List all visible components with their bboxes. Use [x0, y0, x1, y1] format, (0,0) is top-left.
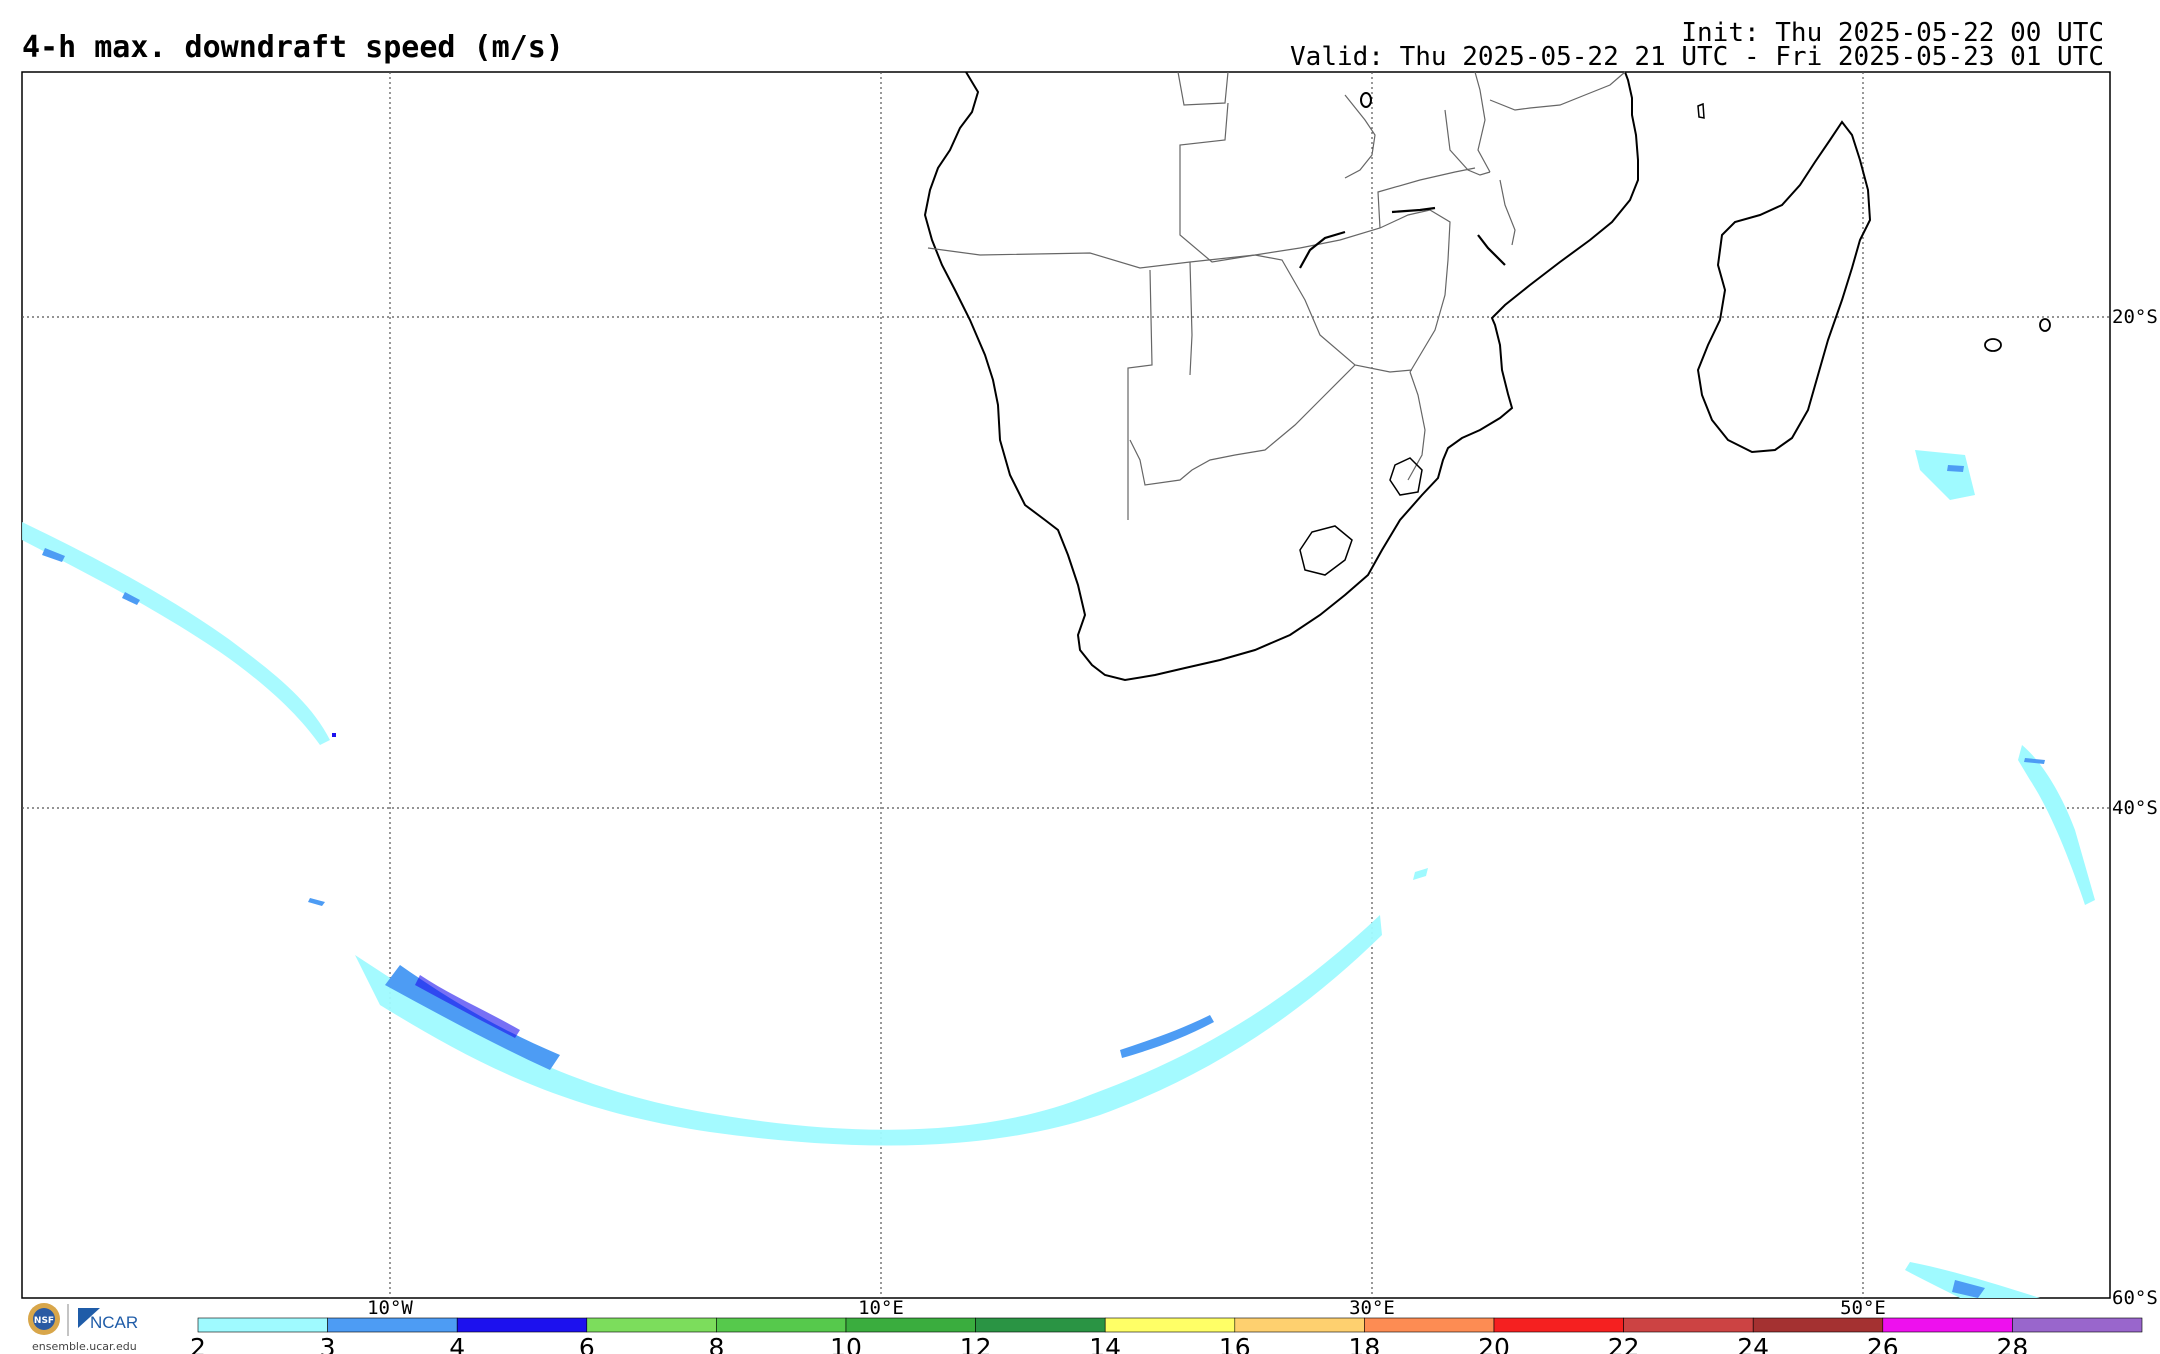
lake-tanganyika [1391, 206, 1436, 214]
madagascar-coastline [1696, 120, 1872, 454]
lon-label-50e: 50°E [1840, 1297, 1886, 1319]
colorbar-swatch [1752, 1317, 1884, 1333]
colorbar-swatch [975, 1317, 1106, 1333]
colorbar-level-label: 8 [708, 1333, 724, 1354]
colorbar-level-label: 10 [830, 1333, 862, 1354]
colorbar-level-label: 22 [1608, 1333, 1640, 1354]
map-frame [21, 71, 2111, 1299]
init-time: Init: Thu 2025-05-22 00 UTC [1681, 18, 2104, 48]
colorbar-level-label: 20 [1478, 1333, 1510, 1354]
country-borders [927, 71, 1626, 520]
lat-label-40s: 40°S [2112, 797, 2158, 819]
nsf-ncar-logo: NSF NCAR [22, 1300, 172, 1354]
colorbar-level-label: 6 [579, 1333, 595, 1354]
colorbar-swatch [197, 1317, 328, 1333]
colorbar-swatch [1104, 1317, 1236, 1333]
colorbar-level-label: 14 [1089, 1333, 1121, 1354]
colorbar-swatch [2012, 1317, 2143, 1333]
ncar-text: NCAR [90, 1313, 138, 1332]
colorbar-swatch [1623, 1317, 1754, 1333]
colorbar-level-label: 3 [320, 1333, 336, 1354]
lon-label-10w: 10°W [367, 1297, 413, 1319]
colorbar-swatch [1493, 1317, 1624, 1333]
lat-label-60s: 60°S [2112, 1287, 2158, 1309]
colorbar-level-label: 4 [449, 1333, 465, 1354]
colorbar-level-label: 24 [1737, 1333, 1769, 1354]
colorbar-swatch [1364, 1317, 1495, 1333]
lat-label-20s: 20°S [2112, 306, 2158, 328]
colorbar-swatch [716, 1317, 847, 1333]
valid-time: Valid: Thu 2025-05-22 21 UTC - Fri 2025-… [1290, 42, 2104, 72]
colorbar: 2 3 4 6 8 10 12 14 16 18 20 22 24 26 28 [190, 1317, 2143, 1354]
colorbar-swatch [586, 1317, 717, 1333]
site-url: ensemble.ucar.edu [32, 1340, 137, 1353]
colorbar-level-label: 16 [1219, 1333, 1251, 1354]
africa-coastline [923, 71, 1639, 682]
colorbar-level-label: 18 [1348, 1333, 1380, 1354]
colorbar-level-label: 12 [960, 1333, 992, 1354]
comoros-island [1697, 102, 1705, 119]
colorbar-swatch [456, 1317, 588, 1333]
map-title: 4-h max. downdraft speed (m/s) [22, 30, 564, 65]
colorbar-swatch [1234, 1317, 1365, 1333]
colorbar-level-label: 26 [1867, 1333, 1899, 1354]
lake-malawi [1477, 234, 1506, 266]
mauritius-island [1984, 338, 2002, 352]
nsf-text: NSF [34, 1316, 54, 1326]
lesotho-border [1299, 525, 1353, 576]
lon-label-10e: 10°E [858, 1297, 904, 1319]
colorbar-swatch [1882, 1317, 2013, 1333]
lake-kariba [1299, 230, 1346, 269]
reunion-island [2039, 318, 2051, 332]
lake-bangweulu [1360, 92, 1372, 108]
downdraft-field [22, 450, 2095, 1298]
colorbar-swatch [845, 1317, 976, 1333]
ncar-mark-icon [78, 1308, 100, 1328]
colorbar-swatch [327, 1317, 458, 1333]
graticule [22, 72, 2110, 1298]
colorbar-level-label: 28 [1996, 1333, 2028, 1354]
eswatini-border [1389, 457, 1423, 496]
lon-label-30e: 30°E [1349, 1297, 1395, 1319]
colorbar-level-label: 2 [190, 1333, 206, 1354]
